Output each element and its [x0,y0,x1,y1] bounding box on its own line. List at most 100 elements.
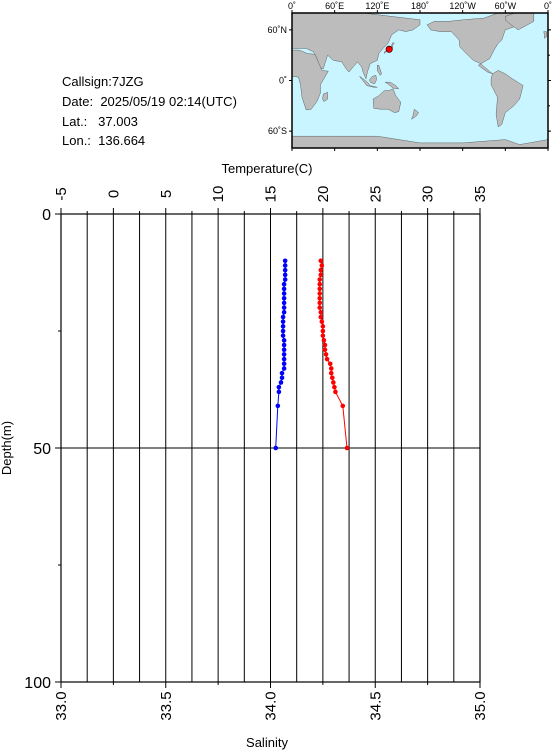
salinity-data-point [282,277,288,282]
temperature-data-point [321,338,327,343]
temperature-data-point [344,445,350,451]
indonesia-landmass [359,76,378,88]
temperature-data-point [322,347,328,353]
salinity-tick-label: 33.0 [53,691,70,720]
temperature-tick-label: 0 [105,190,122,198]
date-value: 2025/05/19 02:14(UTC) [100,94,237,109]
greenland-landmass [505,13,534,31]
depth-tick-label: 100 [24,675,51,692]
temperature-data-point [324,356,330,362]
temperature-data-point [332,384,337,390]
salinity-data-point [281,352,287,357]
temperature-tick-label: 30 [420,186,437,203]
temperature-data-point [318,267,324,273]
salinity-data-point [282,258,288,264]
temperature-data-point [322,342,328,348]
salinity-data-point [280,319,286,324]
depth-tick-label: 50 [33,441,51,458]
temperature-tick-label: 25 [367,186,384,203]
salinity-data-point [276,384,282,390]
date-row: Date: 2025/05/19 02:14(UTC) [62,94,237,110]
temperature-data-point [319,263,325,268]
salinity-data-point [276,389,282,395]
temperature-data-point [317,305,323,310]
temperature-data-point [319,319,325,324]
temperature-data-point [333,389,338,395]
temperature-data-point [317,277,323,282]
temperature-data-point [317,300,323,306]
salinity-data-point [281,309,287,315]
temperature-tick-label: -5 [53,187,70,200]
temperature-data-point [323,352,329,357]
longitude-value: 136.664 [98,133,146,148]
latitude-label: Lat.: [62,114,88,129]
antarctica-landmass [292,135,548,148]
salinity-tick-label: 33.5 [158,691,175,720]
new-zealand-landmass [411,108,419,120]
temperature-data-point [317,291,323,296]
depth-tick-label: 0 [42,207,51,224]
salinity-data-point [280,314,286,320]
temperature-data-point [328,366,334,371]
temperature-data-point [318,314,324,320]
temperature-data-point [320,328,326,334]
temperature-data-point [330,375,335,381]
salinity-data-point [281,300,287,306]
map-longitude-label: 120˚W [449,1,476,11]
salinity-data-point [281,366,287,371]
salinity-data-point [281,291,287,296]
callsign-label: Callsign: [62,74,112,89]
temperature-data-point [320,324,326,329]
temperature-data-point [328,370,334,376]
map-longitude-label: 180˚ [411,1,429,11]
salinity-data-point [281,347,287,353]
salinity-tick-label: 34.0 [263,691,280,720]
date-label: Date: [62,94,94,109]
salinity-data-point [282,272,288,278]
salinity-data-point [273,445,279,451]
salinity-data-point [281,356,287,362]
map-longitude-label: 120˚E [365,1,389,11]
salinity-data-point [281,342,287,348]
longitude-label: Lon.: [62,133,91,148]
salinity-data-point [278,380,284,385]
salinity-data-point [280,324,286,329]
temperature-tick-label: 35 [472,186,489,203]
salinity-data-point [280,328,286,334]
north-america-landmass [426,13,535,74]
station-marker-icon [385,45,393,53]
temperature-tick-label: 15 [263,186,280,203]
depth-axis-label: Depth(m) [0,421,14,475]
map-latitude-label: 60˚N [267,25,287,35]
map-latitude-label: 60˚S [268,126,287,136]
temperature-data-point [318,272,324,278]
map-latitude-label: 0˚ [279,76,287,86]
madagascar-landmass [322,92,328,102]
temperature-data-point [317,286,323,292]
salinity-data-point [279,370,285,376]
map-ticks: 0˚ 60˚E 120˚E 180˚ 120˚W 60˚W 0˚ 60˚N 0˚ 60˚S [267,1,552,151]
salinity-data-point [282,267,288,273]
africa-landmass [292,49,329,111]
data-series [273,258,350,451]
salinity-data-point [281,281,287,287]
temperature-data-point [318,309,324,315]
australia-landmass [372,88,402,113]
latitude-row: Lat.: 37.003 [62,114,138,130]
temperature-data-point [317,295,323,301]
salinity-data-point [280,333,286,338]
new-guinea-landmass [384,81,400,90]
temperature-tick-label: 10 [210,186,227,203]
salinity-data-point [281,338,287,343]
salinity-data-point [281,361,287,367]
latitude-value: 37.003 [98,114,138,129]
world-map: 0˚ 60˚E 120˚E 180˚ 120˚W 60˚W 0˚ 60˚N 0˚ 60˚S [267,1,552,151]
longitude-row: Lon.: 136.664 [62,133,145,149]
callsign-value: 7JZG [111,74,144,89]
salinity-data-point [279,375,285,381]
temperature-axis-label: Temperature(C) [221,161,312,176]
map-longitude-label: 0˚ [544,1,552,11]
temperature-data-point [327,361,333,367]
